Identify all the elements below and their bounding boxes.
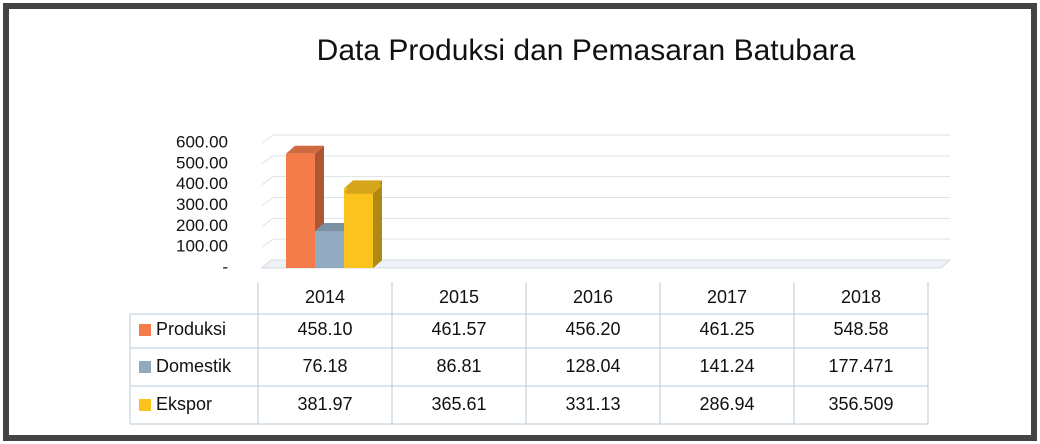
data-label: 356.509 bbox=[828, 394, 893, 414]
grid-line bbox=[261, 238, 274, 248]
x-tick-label: 2018 bbox=[841, 287, 881, 307]
data-label: 128.04 bbox=[565, 356, 620, 376]
y-tick-label: 400.00 bbox=[176, 174, 228, 193]
data-label: 286.94 bbox=[699, 394, 754, 414]
data-label: 461.25 bbox=[699, 319, 754, 339]
bar-top bbox=[286, 145, 324, 154]
y-tick-label: 200.00 bbox=[176, 216, 228, 235]
data-label: 456.20 bbox=[565, 319, 620, 339]
y-tick-label: 500.00 bbox=[176, 153, 228, 172]
y-tick-label: 300.00 bbox=[176, 195, 228, 214]
grid-line bbox=[261, 155, 274, 165]
legend-label: Ekspor bbox=[156, 394, 212, 414]
bar-side bbox=[373, 185, 382, 268]
floor bbox=[260, 259, 952, 269]
x-tick-label: 2016 bbox=[573, 287, 613, 307]
data-label: 365.61 bbox=[431, 394, 486, 414]
frame bbox=[3, 3, 1037, 441]
chart-title: Data Produksi dan Pemasaran Batubara bbox=[317, 34, 856, 67]
legend-swatch bbox=[139, 361, 151, 373]
grid-line bbox=[261, 134, 274, 144]
grid-line bbox=[261, 197, 274, 206]
legend-label: Domestik bbox=[156, 356, 232, 376]
data-label: 76.18 bbox=[302, 356, 347, 376]
data-label: 381.97 bbox=[297, 394, 352, 414]
bar-front bbox=[344, 193, 373, 268]
y-tick-label: 600.00 bbox=[176, 132, 228, 151]
legend-swatch bbox=[139, 399, 151, 411]
x-tick-label: 2017 bbox=[707, 287, 747, 307]
data-label: 86.81 bbox=[436, 356, 481, 376]
y-tick-label: 100.00 bbox=[176, 237, 228, 256]
data-label: 548.58 bbox=[833, 319, 888, 339]
legend-swatch bbox=[139, 324, 151, 336]
x-tick-label: 2014 bbox=[305, 287, 345, 307]
data-label: 331.13 bbox=[565, 394, 620, 414]
bar-top bbox=[315, 223, 353, 232]
bar-top bbox=[344, 185, 382, 194]
data-label: 141.24 bbox=[699, 356, 754, 376]
bar-front bbox=[286, 153, 315, 268]
x-tick-label: 2015 bbox=[439, 287, 479, 307]
y-tick-label: - bbox=[222, 257, 228, 276]
bar-front bbox=[315, 231, 344, 268]
grid-line bbox=[261, 217, 274, 227]
data-label: 177.471 bbox=[828, 356, 893, 376]
grid-line bbox=[261, 176, 274, 186]
legend-label: Produksi bbox=[156, 319, 226, 339]
data-label: 461.57 bbox=[431, 319, 486, 339]
data-label: 458.10 bbox=[297, 319, 352, 339]
bar bbox=[344, 185, 382, 268]
